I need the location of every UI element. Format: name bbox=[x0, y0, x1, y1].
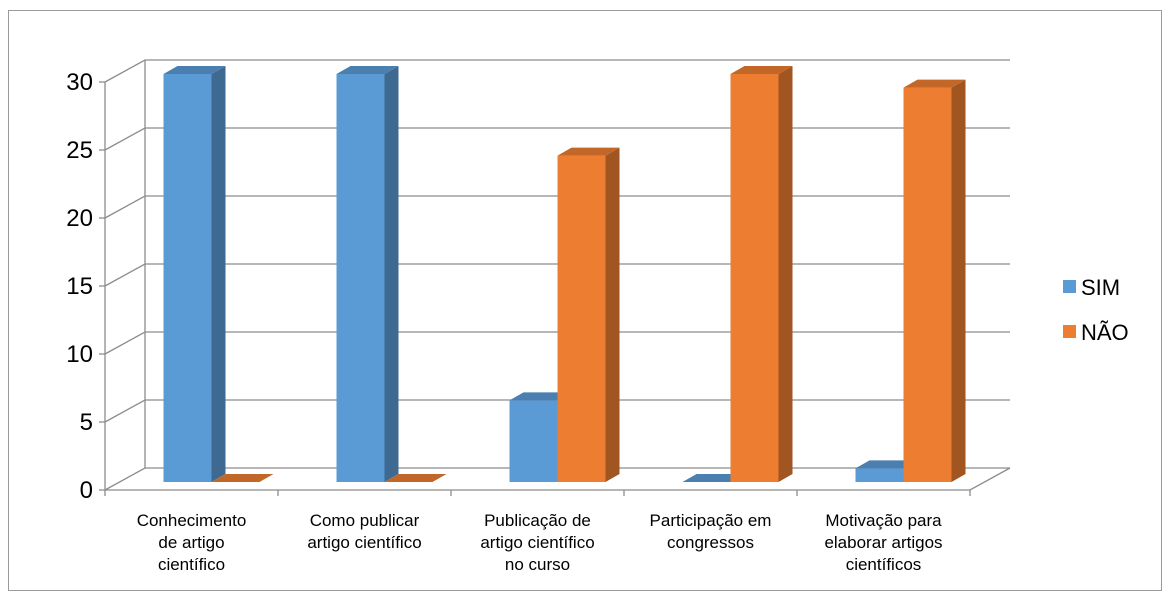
bar-top bbox=[163, 66, 226, 74]
bar-no-1 bbox=[384, 474, 447, 482]
x-category-label: Participação em congressos bbox=[650, 511, 772, 552]
y-tick-label: 30 bbox=[66, 69, 93, 96]
bar-sim-3 bbox=[682, 474, 745, 482]
y-tick-label: 5 bbox=[80, 409, 93, 436]
bar-front bbox=[903, 87, 952, 482]
legend-label: NÃO bbox=[1081, 320, 1129, 345]
bar-front bbox=[855, 468, 904, 482]
gridline bbox=[104, 195, 1010, 219]
bar-front bbox=[557, 155, 606, 482]
y-tick-label: 15 bbox=[66, 273, 93, 300]
y-tick-label: 10 bbox=[66, 341, 93, 368]
bar-sim-0 bbox=[163, 66, 226, 482]
bar-side bbox=[384, 66, 399, 482]
gridline bbox=[104, 263, 1010, 287]
gridline bbox=[104, 399, 1010, 423]
legend-swatch bbox=[1063, 325, 1076, 338]
bar-no-4 bbox=[903, 79, 966, 482]
bar-sim-1 bbox=[336, 66, 399, 482]
gridline bbox=[104, 331, 1010, 355]
bar-no-3 bbox=[730, 66, 793, 482]
bar-front bbox=[509, 400, 558, 482]
bar-side bbox=[605, 147, 620, 482]
y-tick-label: 0 bbox=[80, 477, 93, 504]
x-category-label: Como publicar artigo científico bbox=[307, 511, 421, 552]
x-axis bbox=[104, 82, 1011, 496]
bar-top bbox=[336, 66, 399, 74]
bar-top bbox=[384, 474, 447, 482]
bar-top bbox=[211, 474, 274, 482]
bar-front bbox=[730, 74, 779, 482]
bar-top bbox=[557, 147, 620, 156]
bar-front bbox=[336, 74, 385, 482]
y-tick-label: 20 bbox=[66, 205, 93, 232]
bar-top bbox=[903, 79, 966, 88]
gridlines bbox=[104, 59, 1010, 491]
bar-side bbox=[211, 66, 226, 482]
bar-no-2 bbox=[557, 147, 620, 482]
bar-side bbox=[778, 66, 793, 482]
x-category-label: Publicação de artigo científico no curso bbox=[480, 511, 594, 574]
legend-swatch bbox=[1063, 280, 1076, 293]
bar-front bbox=[163, 74, 212, 482]
bar-no-0 bbox=[211, 474, 274, 482]
x-category-label: Motivação para elaborar artigos científico… bbox=[824, 511, 942, 574]
y-axis-ticks: 0 5 10 15 20 25 30 bbox=[66, 69, 105, 504]
y-tick-label: 25 bbox=[66, 137, 93, 164]
gridline bbox=[104, 59, 1010, 83]
bar-top bbox=[855, 460, 918, 469]
bar-top bbox=[730, 66, 793, 74]
gridline bbox=[104, 127, 1010, 151]
legend-label: SIM bbox=[1081, 275, 1120, 300]
bar-side bbox=[951, 79, 966, 482]
x-axis-labels: Conhecimento de artigo científico Como publ… bbox=[137, 511, 943, 574]
x-category-label: Conhecimento de artigo científico bbox=[137, 511, 247, 574]
bar-top bbox=[509, 392, 572, 401]
bars bbox=[163, 66, 966, 482]
legend: SIM NÃO bbox=[1063, 275, 1129, 345]
bar-top bbox=[682, 474, 745, 482]
gridline bbox=[104, 467, 1010, 491]
